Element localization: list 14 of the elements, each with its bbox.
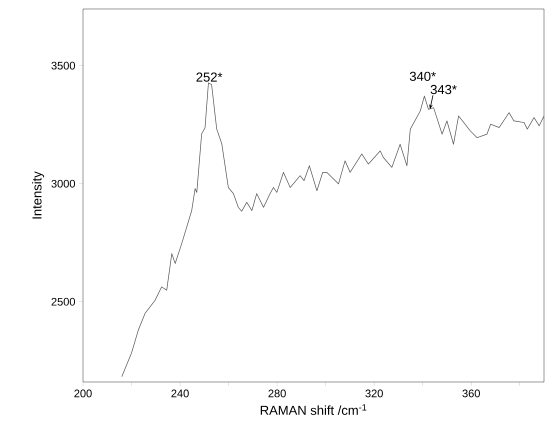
x-tick-label: 360	[462, 390, 480, 398]
y-axis-title: Intensity	[32, 171, 44, 218]
line-series	[121, 82, 544, 377]
y-tick-label: 3000	[51, 180, 76, 188]
x-tick-label: 280	[268, 390, 286, 398]
x-axis-title: RAMAN shift /cm$^{-1}$	[260, 404, 366, 415]
annotation: 252*	[196, 72, 222, 82]
x-tick-label: 240	[171, 390, 189, 398]
y-tick-label: 2500	[52, 298, 76, 306]
annotation: 343*	[430, 84, 457, 94]
annotation: 340*	[410, 72, 436, 81]
y-tick-label: 3500	[51, 62, 76, 70]
x-tick-label: 200	[74, 390, 92, 398]
x-tick-label: 320	[365, 390, 383, 398]
